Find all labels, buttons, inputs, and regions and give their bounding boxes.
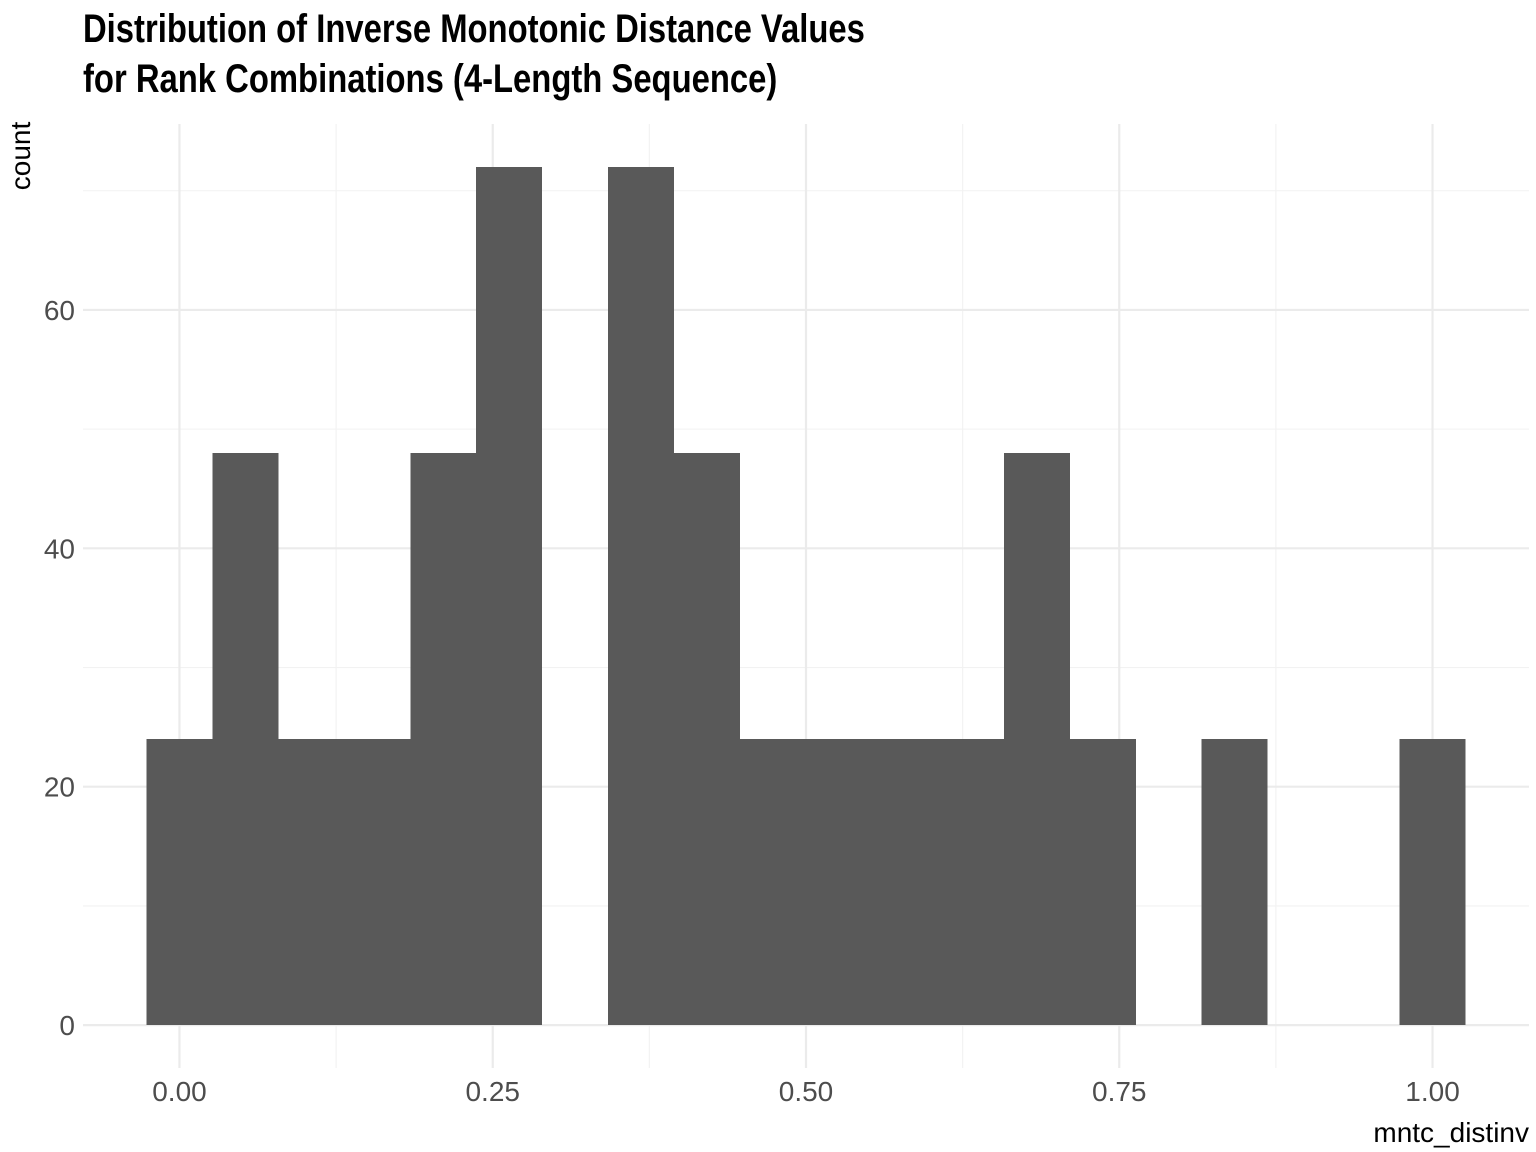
histogram-bar-11 (871, 739, 938, 1026)
histogram-bar-16 (1201, 739, 1268, 1026)
histogram-bar-0 (146, 739, 213, 1026)
y-axis-title: count (5, 122, 36, 191)
histogram-bar-14 (1069, 739, 1136, 1026)
chart-title: Distribution of Inverse Monotonic Distan… (83, 4, 865, 104)
histogram-bar-13 (1003, 452, 1070, 1026)
histogram-bar-9 (740, 739, 806, 1026)
histogram-bar-12 (937, 739, 1004, 1026)
x-axis-tick-labels: 0.00 0.25 0.50 0.75 1.00 (152, 1076, 1460, 1107)
x-tick-label: 1.00 (1405, 1076, 1460, 1107)
histogram-bar-4 (410, 452, 477, 1026)
x-tick-label: 0.00 (152, 1076, 207, 1107)
histogram-bar-3 (344, 739, 411, 1026)
histogram-bar-7 (608, 166, 675, 1026)
histogram-bar-19 (1399, 739, 1466, 1026)
y-tick-label: 40 (44, 533, 75, 564)
histogram-bar-10 (806, 739, 872, 1026)
chart-title-line-2: for Rank Combinations (4-Length Sequence… (83, 57, 778, 101)
histogram-bars (146, 166, 1466, 1026)
x-axis-title: mntc_distinv (1373, 1117, 1529, 1148)
x-tick-label: 0.50 (779, 1076, 834, 1107)
histogram-bar-1 (212, 452, 279, 1026)
x-tick-label: 0.25 (465, 1076, 520, 1107)
y-axis-tick-labels: 0 20 40 60 (44, 295, 75, 1041)
histogram-bar-8 (674, 452, 741, 1026)
histogram-bar-2 (278, 739, 345, 1026)
y-tick-label: 60 (44, 295, 75, 326)
histogram-bar-5 (476, 166, 543, 1026)
y-tick-label: 0 (59, 1010, 75, 1041)
chart-title-line-1: Distribution of Inverse Monotonic Distan… (83, 7, 865, 51)
x-tick-label: 0.75 (1092, 1076, 1147, 1107)
y-tick-label: 20 (44, 772, 75, 803)
